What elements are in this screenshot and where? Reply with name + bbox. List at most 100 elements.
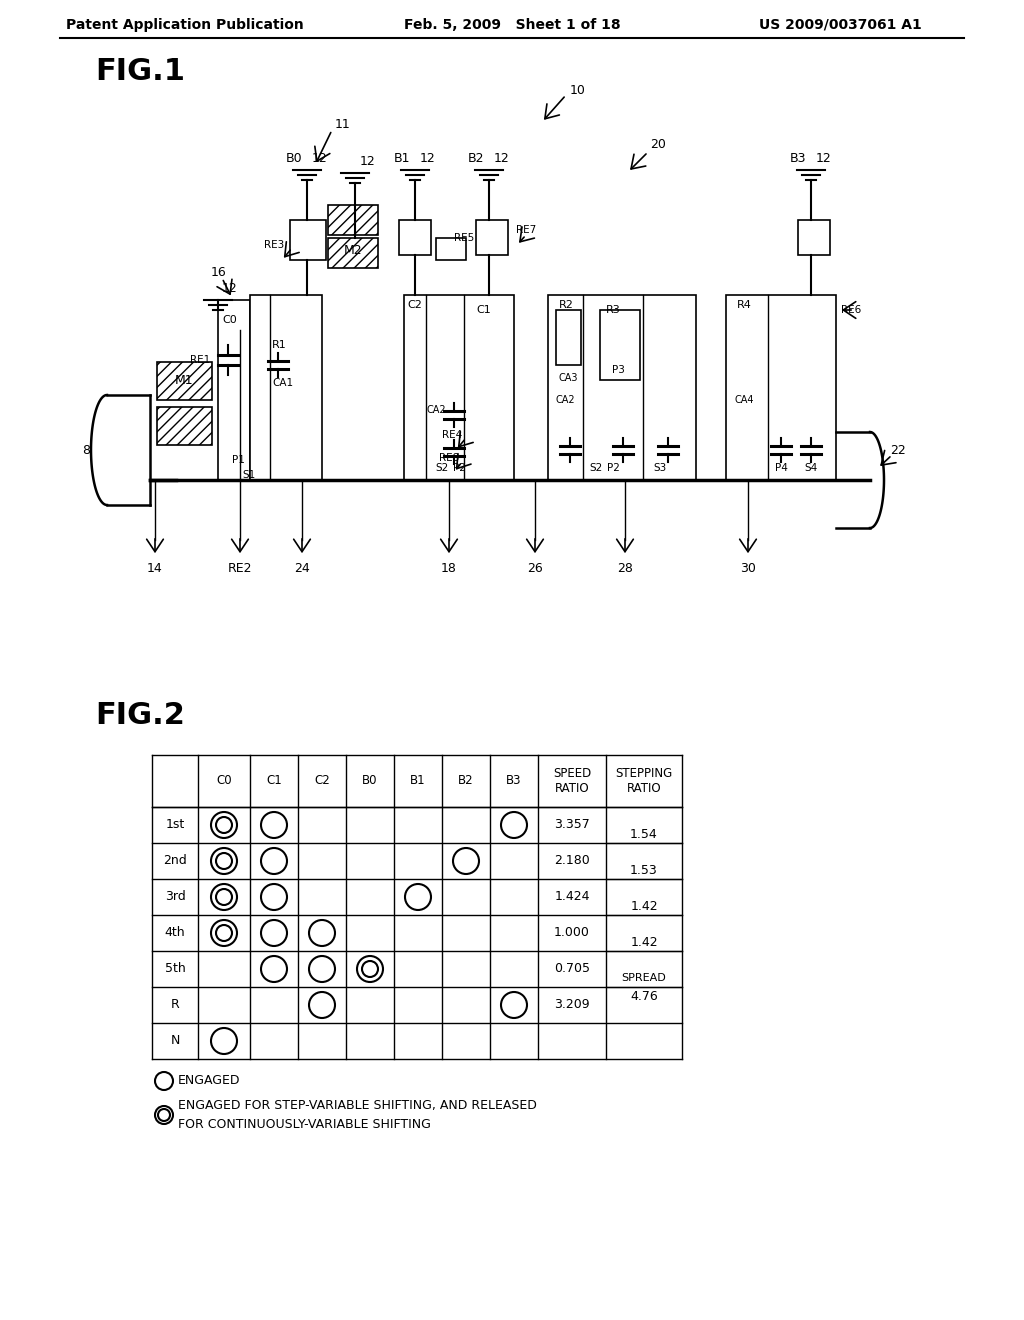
Text: B0: B0	[286, 152, 302, 165]
Bar	[476, 220, 508, 255]
Text: P2: P2	[606, 463, 620, 473]
Text: 1.54: 1.54	[630, 828, 657, 841]
Text: 20: 20	[650, 139, 666, 152]
Text: 3.357: 3.357	[554, 818, 590, 832]
Bar	[399, 220, 431, 255]
Bar	[798, 220, 830, 255]
Text: P4: P4	[774, 463, 787, 473]
Text: RE4: RE4	[441, 430, 462, 440]
Text: 3.209: 3.209	[554, 998, 590, 1011]
Text: Feb. 5, 2009   Sheet 1 of 18: Feb. 5, 2009 Sheet 1 of 18	[403, 18, 621, 32]
Text: 3rd: 3rd	[165, 891, 185, 903]
Text: 4th: 4th	[165, 927, 185, 940]
Text: 0.705: 0.705	[554, 962, 590, 975]
Text: S2: S2	[435, 463, 449, 473]
Text: 8: 8	[82, 444, 90, 457]
Text: 30: 30	[740, 562, 756, 576]
Text: CA2: CA2	[556, 395, 575, 405]
Text: B1: B1	[411, 775, 426, 788]
Text: 14: 14	[147, 562, 163, 576]
Text: R: R	[171, 998, 179, 1011]
Text: B1: B1	[393, 152, 410, 165]
Text: 26: 26	[527, 562, 543, 576]
Text: 12: 12	[360, 154, 376, 168]
Text: FOR CONTINUOUSLY-VARIABLE SHIFTING: FOR CONTINUOUSLY-VARIABLE SHIFTING	[178, 1118, 431, 1130]
Text: 1.000: 1.000	[554, 927, 590, 940]
Bar	[157, 362, 212, 400]
Bar	[328, 205, 378, 235]
Text: RE6: RE6	[841, 305, 861, 315]
Text: RE2: RE2	[227, 562, 252, 576]
Text: 18: 18	[441, 562, 457, 576]
Text: P3: P3	[611, 366, 625, 375]
Text: CA1: CA1	[272, 378, 293, 388]
Text: RE3: RE3	[264, 240, 284, 249]
Text: RE1: RE1	[189, 355, 210, 366]
Text: 28: 28	[617, 562, 633, 576]
Text: B2: B2	[458, 775, 474, 788]
Text: RE8: RE8	[438, 453, 459, 463]
Text: P2: P2	[453, 463, 466, 473]
Text: C0: C0	[222, 315, 238, 325]
Text: B0: B0	[362, 775, 378, 788]
Text: S1: S1	[242, 470, 255, 480]
Text: ENGAGED FOR STEP-VARIABLE SHIFTING, AND RELEASED: ENGAGED FOR STEP-VARIABLE SHIFTING, AND …	[178, 1100, 537, 1113]
Text: 11: 11	[335, 119, 351, 132]
Bar	[250, 294, 322, 480]
Text: 10: 10	[570, 83, 586, 96]
Text: S2: S2	[590, 463, 603, 473]
Bar	[157, 407, 212, 445]
Text: C2: C2	[314, 775, 330, 788]
Bar	[404, 294, 514, 480]
Bar	[328, 238, 378, 268]
Bar	[600, 310, 640, 380]
Text: RE5: RE5	[454, 234, 474, 243]
Text: 24: 24	[294, 562, 310, 576]
Text: ENGAGED: ENGAGED	[178, 1074, 241, 1088]
Text: US 2009/0037061 A1: US 2009/0037061 A1	[759, 18, 922, 32]
Text: 12: 12	[222, 282, 238, 294]
Text: 22: 22	[890, 444, 906, 457]
Text: RE7: RE7	[516, 224, 537, 235]
Text: B3: B3	[506, 775, 522, 788]
Bar	[436, 238, 466, 260]
Bar	[548, 294, 696, 480]
Text: CA2: CA2	[426, 405, 445, 414]
Text: Patent Application Publication: Patent Application Publication	[67, 18, 304, 32]
Text: 1.424: 1.424	[554, 891, 590, 903]
Bar	[556, 310, 581, 366]
Text: R3: R3	[605, 305, 621, 315]
Text: 12: 12	[494, 152, 510, 165]
Text: S3: S3	[653, 463, 667, 473]
Text: S4: S4	[805, 463, 817, 473]
Text: B3: B3	[790, 152, 806, 165]
Text: M1: M1	[175, 375, 194, 388]
Text: 2.180: 2.180	[554, 854, 590, 867]
Text: 12: 12	[816, 152, 831, 165]
Text: CA3: CA3	[558, 374, 578, 383]
Text: 1.53: 1.53	[630, 863, 657, 876]
Text: C0: C0	[216, 775, 231, 788]
Bar	[290, 220, 326, 260]
Text: R4: R4	[736, 300, 752, 310]
Text: 2nd: 2nd	[163, 854, 186, 867]
Text: M2: M2	[344, 243, 362, 256]
Text: 1.42: 1.42	[630, 936, 657, 949]
Text: R2: R2	[558, 300, 573, 310]
Text: C1: C1	[476, 305, 492, 315]
Text: P1: P1	[232, 455, 245, 465]
Text: FIG.1: FIG.1	[95, 58, 185, 87]
Text: 12: 12	[420, 152, 436, 165]
Text: 5th: 5th	[165, 962, 185, 975]
Text: CA4: CA4	[734, 395, 754, 405]
Text: 16: 16	[211, 265, 226, 279]
Text: STEPPING
RATIO: STEPPING RATIO	[615, 767, 673, 795]
Text: C1: C1	[266, 775, 282, 788]
Text: N: N	[170, 1035, 179, 1048]
Text: B2: B2	[468, 152, 484, 165]
Text: 12: 12	[312, 152, 328, 165]
Text: C2: C2	[408, 300, 423, 310]
Text: 1.42: 1.42	[630, 899, 657, 912]
Text: SPREAD: SPREAD	[622, 973, 667, 983]
Bar	[218, 300, 250, 480]
